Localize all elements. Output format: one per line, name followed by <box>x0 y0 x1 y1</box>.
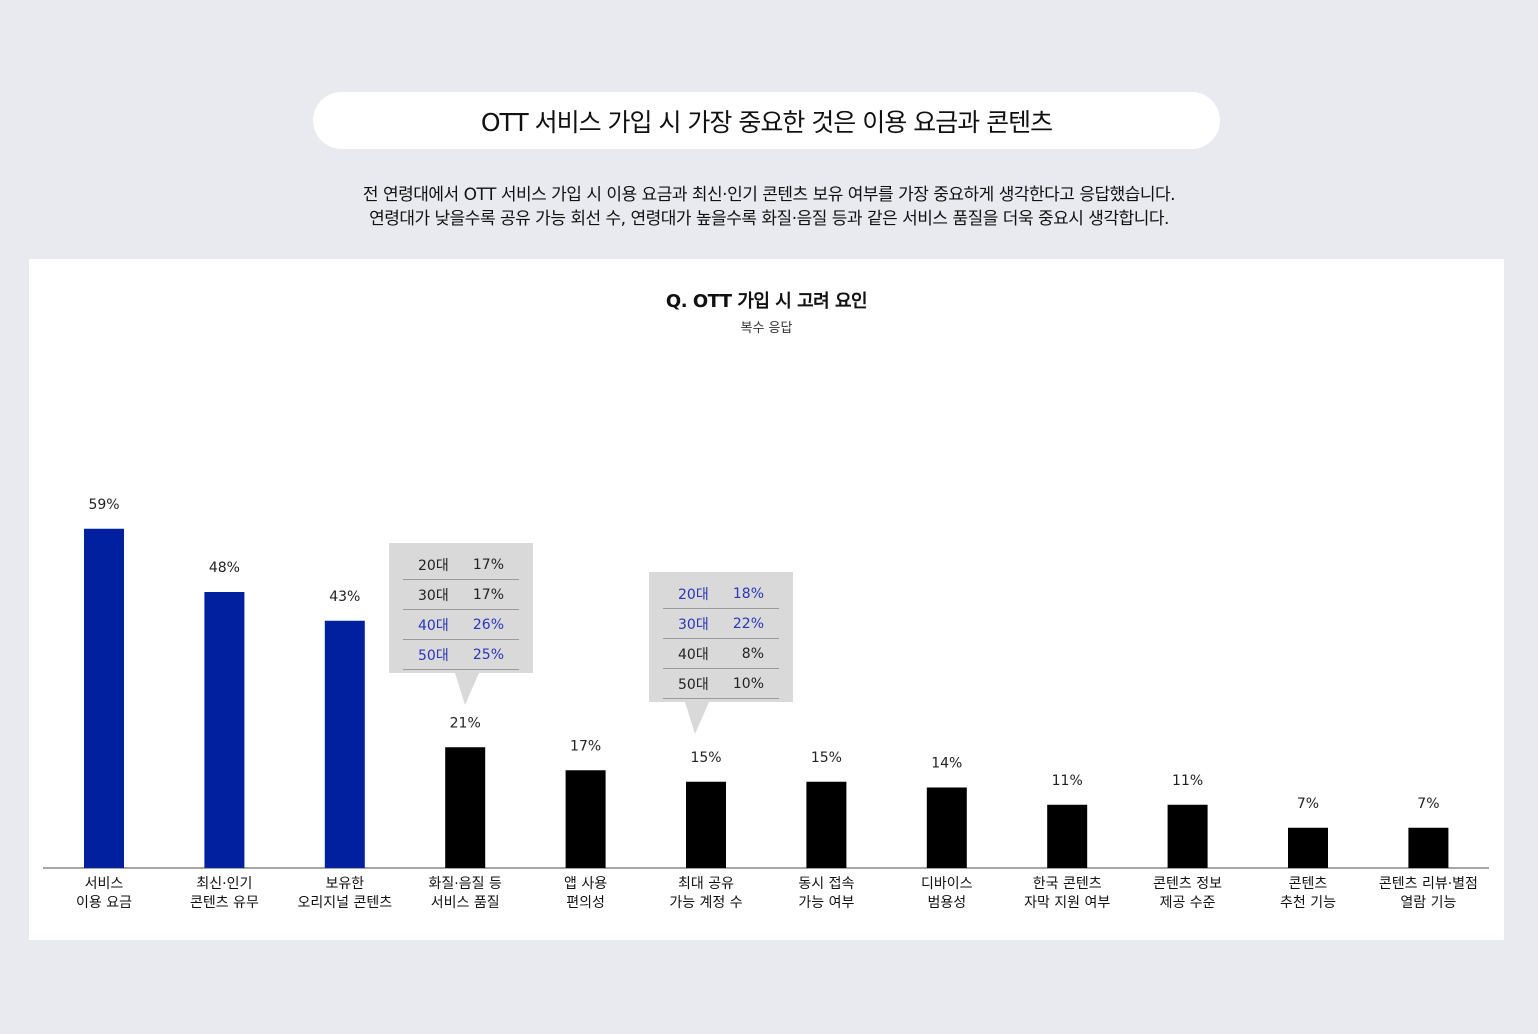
data-label: 11% <box>1052 773 1083 789</box>
callout-age: 50대 <box>678 676 709 693</box>
callout-age: 30대 <box>418 587 449 604</box>
category-label: 최신·인기 <box>196 876 252 892</box>
callout-row: 20대 17% <box>403 550 519 580</box>
category-label: 콘텐츠 리뷰·별점 <box>1379 876 1478 892</box>
category-label: 범용성 <box>927 895 966 911</box>
data-label: 21% <box>450 715 481 731</box>
bar <box>445 747 486 868</box>
bar <box>1288 827 1328 868</box>
callout-age: 20대 <box>418 557 449 574</box>
callout-value: 26% <box>472 616 504 633</box>
callout-row: 50대 10% <box>663 669 779 699</box>
callout-row: 20대 18% <box>663 579 779 609</box>
callout-tail <box>685 702 709 734</box>
description: 전 연령대에서 OTT 서비스 가입 시 이용 요금과 최신·인기 콘텐츠 보유… <box>0 183 1538 231</box>
category-label: 서비스 <box>85 876 124 892</box>
chart-title: Q. OTT 가입 시 고려 요인 <box>665 291 868 312</box>
callout-age: 50대 <box>418 647 449 664</box>
callout-age: 40대 <box>418 617 449 634</box>
callout-quality-by-age: 20대 17% 30대 17% 40대 26% 50대 25% <box>389 543 533 705</box>
callout-age: 30대 <box>678 616 709 633</box>
headline-banner: OTT 서비스 가입 시 가장 중요한 것은 이용 요금과 콘텐츠 <box>313 92 1220 149</box>
category-label: 제공 수준 <box>1160 895 1216 911</box>
callout-row: 30대 17% <box>403 580 519 610</box>
data-label: 59% <box>88 497 119 513</box>
category-label: 오리지널 콘텐츠 <box>297 895 392 911</box>
category-label: 가능 여부 <box>798 895 854 911</box>
category-label: 가능 계정 수 <box>669 895 742 911</box>
bar <box>1047 804 1088 868</box>
data-label: 15% <box>811 750 842 766</box>
data-label: 7% <box>1297 796 1319 812</box>
callout-value: 22% <box>732 615 764 632</box>
bar <box>565 770 606 868</box>
category-label: 이용 요금 <box>76 895 132 911</box>
category-label: 동시 접속 <box>798 876 854 892</box>
bar <box>806 781 847 868</box>
category-label: 편의성 <box>566 895 605 911</box>
callout-value: 18% <box>732 585 764 602</box>
category-label: 디바이스 <box>921 876 973 892</box>
data-label: 17% <box>570 738 601 754</box>
category-label: 자막 지원 여부 <box>1024 895 1110 911</box>
bar <box>324 620 365 868</box>
bar <box>1408 827 1449 868</box>
callout-value: 17% <box>472 556 504 573</box>
callout-row: 40대 8% <box>663 639 779 669</box>
callout-row: 40대 26% <box>403 610 519 640</box>
bar <box>204 592 245 868</box>
callout-sharing-by-age: 20대 18% 30대 22% 40대 8% 50대 10% <box>649 572 793 734</box>
headline-title: OTT 서비스 가입 시 가장 중요한 것은 이용 요금과 콘텐츠 <box>480 107 1053 137</box>
category-label: 보유한 <box>325 876 364 892</box>
callout-age: 20대 <box>678 586 709 603</box>
chart-subtitle: 복수 응답 <box>740 321 793 336</box>
data-label: 15% <box>690 750 721 766</box>
bar <box>1167 804 1208 868</box>
callout-tail <box>455 673 479 705</box>
data-label: 14% <box>931 756 962 772</box>
callout-value: 25% <box>472 646 504 663</box>
callout-value: 17% <box>472 586 504 603</box>
callout-value: 8% <box>741 645 764 662</box>
callout-row: 30대 22% <box>663 609 779 639</box>
category-label: 최대 공유 <box>678 876 734 892</box>
category-label: 추천 기능 <box>1280 895 1336 911</box>
data-label: 43% <box>329 589 360 605</box>
category-label: 화질·음질 등 <box>429 876 502 892</box>
callout-value: 10% <box>732 675 764 692</box>
bar <box>686 781 726 868</box>
data-label: 48% <box>209 560 240 576</box>
callout-row: 50대 25% <box>403 640 519 670</box>
category-label: 콘텐츠 <box>1289 876 1328 892</box>
description-line-2: 연령대가 낮을수록 공유 가능 회선 수, 연령대가 높을수록 화질·음질 등과… <box>369 209 1169 229</box>
data-label: 11% <box>1172 773 1203 789</box>
category-label: 한국 콘텐츠 <box>1033 876 1102 892</box>
category-label: 콘텐츠 유무 <box>190 895 259 911</box>
data-label: 7% <box>1417 796 1439 812</box>
category-label: 앱 사용 <box>564 876 607 892</box>
category-label: 열람 기능 <box>1400 895 1456 911</box>
category-label: 콘텐츠 정보 <box>1153 876 1222 892</box>
callout-age: 40대 <box>678 646 709 663</box>
bar <box>84 528 124 868</box>
description-line-1: 전 연령대에서 OTT 서비스 가입 시 이용 요금과 최신·인기 콘텐츠 보유… <box>362 185 1176 205</box>
category-label: 서비스 품질 <box>431 895 500 911</box>
bar <box>926 787 967 868</box>
